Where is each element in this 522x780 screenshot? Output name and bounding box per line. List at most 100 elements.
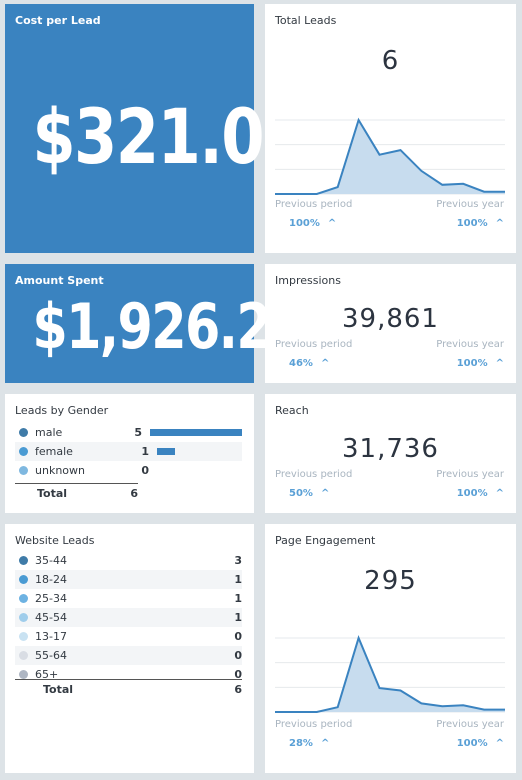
list-item: 55-64 0 (15, 646, 242, 665)
reach-value: 31,736 (342, 434, 439, 464)
total-leads-prev-period-value: 100% ^ (289, 218, 337, 229)
row-label: 25-34 (35, 592, 67, 605)
list-item: 18-24 1 (15, 570, 242, 589)
row-value: 0 (234, 668, 242, 681)
sparkline-area (275, 638, 505, 712)
amount-spent-card: Amount Spent $1,926.20 (5, 264, 305, 383)
legend-dot-icon (19, 575, 28, 584)
impressions-prev-year-value: 100% ^ (456, 358, 504, 369)
total-label: Total (43, 682, 74, 696)
list-item: 13-17 0 (15, 627, 242, 646)
legend-dot-icon (19, 613, 28, 622)
row-label: 13-17 (35, 630, 67, 643)
list-item: unknown 0 (15, 461, 242, 480)
legend-dot-icon (19, 447, 28, 456)
reach-card: Reach 31,736 Previous period Previous ye… (265, 394, 516, 513)
cost-per-lead-value: $321.03 (32, 92, 306, 181)
row-label: 65+ (35, 668, 59, 681)
reach-prev-year-label: Previous year (436, 469, 504, 480)
page-engagement-prev-period-value: 28% ^ (289, 738, 330, 749)
total-leads-sparkline (275, 117, 505, 195)
impressions-prev-period-value: 46% ^ (289, 358, 330, 369)
page-engagement-prev-period-label: Previous period (275, 719, 353, 730)
total-leads-prev-year-label: Previous year (436, 199, 504, 210)
row-label: 18-24 (35, 573, 67, 586)
reach-title: Reach (275, 404, 309, 417)
row-value: 1 (141, 445, 149, 458)
legend-dot-icon (19, 632, 28, 641)
total-leads-title: Total Leads (275, 14, 337, 27)
website-leads-title: Website Leads (15, 534, 95, 547)
up-arrow-icon: ^ (495, 738, 504, 749)
row-value: 1 (234, 592, 242, 605)
up-arrow-icon: ^ (320, 358, 330, 369)
impressions-value: 39,861 (342, 304, 439, 334)
amount-spent-title: Amount Spent (15, 274, 104, 287)
list-item: 35-44 3 (15, 551, 242, 570)
legend-dot-icon (19, 670, 28, 679)
list-item: 65+ 0 (15, 665, 242, 684)
up-arrow-icon: ^ (495, 488, 504, 499)
total-leads-prev-period-label: Previous period (275, 199, 353, 210)
cost-per-lead-card: Cost per Lead $321.03 (5, 4, 306, 253)
page-engagement-card: Page Engagement 295 Previous period Prev… (265, 524, 516, 773)
legend-dot-icon (19, 556, 28, 565)
leads-by-gender-total-row: Total 6 (15, 483, 138, 502)
page-engagement-prev-year-label: Previous year (436, 719, 504, 730)
row-label: unknown (35, 464, 85, 477)
reach-prev-year-value: 100% ^ (456, 488, 504, 499)
legend-dot-icon (19, 594, 28, 603)
website-leads-total-row: Total 6 (15, 679, 242, 698)
total-label: Total (37, 486, 68, 500)
total-value: 6 (234, 682, 242, 696)
reach-prev-period-value: 50% ^ (289, 488, 330, 499)
row-value: 0 (234, 649, 242, 662)
row-value: 0 (141, 464, 149, 477)
website-leads-card: Website Leads 35-44 3 18-24 1 25-34 1 45-54 1 13… (5, 524, 254, 773)
row-label: male (35, 426, 63, 439)
row-value: 3 (234, 554, 242, 567)
list-item: female 1 (15, 442, 242, 461)
row-value: 0 (234, 630, 242, 643)
total-value: 6 (130, 486, 138, 500)
row-label: female (35, 445, 73, 458)
up-arrow-icon: ^ (495, 358, 504, 369)
impressions-prev-period-label: Previous period (275, 339, 353, 350)
impressions-title: Impressions (275, 274, 341, 287)
up-arrow-icon: ^ (320, 738, 330, 749)
legend-dot-icon (19, 466, 28, 475)
row-label: 35-44 (35, 554, 67, 567)
amount-spent-value: $1,926.20 (32, 290, 305, 363)
row-value: 1 (234, 573, 242, 586)
page-engagement-sparkline (275, 635, 505, 713)
leads-by-gender-card: Leads by Gender male 5 female 1 unknown 0 Tot… (5, 394, 254, 513)
row-label: 45-54 (35, 611, 67, 624)
row-value: 1 (234, 611, 242, 624)
legend-dot-icon (19, 651, 28, 660)
reach-prev-period-label: Previous period (275, 469, 353, 480)
list-item: 45-54 1 (15, 608, 242, 627)
page-engagement-title: Page Engagement (275, 534, 376, 547)
leads-by-gender-title: Leads by Gender (15, 404, 109, 417)
bar (157, 448, 176, 455)
sparkline-line (275, 635, 505, 713)
up-arrow-icon: ^ (495, 218, 504, 229)
row-label: 55-64 (35, 649, 67, 662)
legend-dot-icon (19, 428, 28, 437)
bar (150, 429, 242, 436)
row-value: 5 (134, 426, 142, 439)
total-leads-prev-year-value: 100% ^ (456, 218, 504, 229)
list-item: 25-34 1 (15, 589, 242, 608)
total-leads-value: 6 (381, 46, 400, 76)
total-leads-card: Total Leads 6 Previous period Previous y… (265, 4, 516, 253)
sparkline-line (275, 117, 505, 195)
sparkline-area (275, 120, 505, 194)
up-arrow-icon: ^ (320, 488, 330, 499)
page-engagement-value: 295 (364, 566, 417, 596)
impressions-card: Impressions 39,861 Previous period Previ… (265, 264, 516, 383)
up-arrow-icon: ^ (327, 218, 337, 229)
cost-per-lead-title: Cost per Lead (15, 14, 101, 27)
page-engagement-prev-year-value: 100% ^ (456, 738, 504, 749)
impressions-prev-year-label: Previous year (436, 339, 504, 350)
list-item: male 5 (15, 423, 242, 442)
